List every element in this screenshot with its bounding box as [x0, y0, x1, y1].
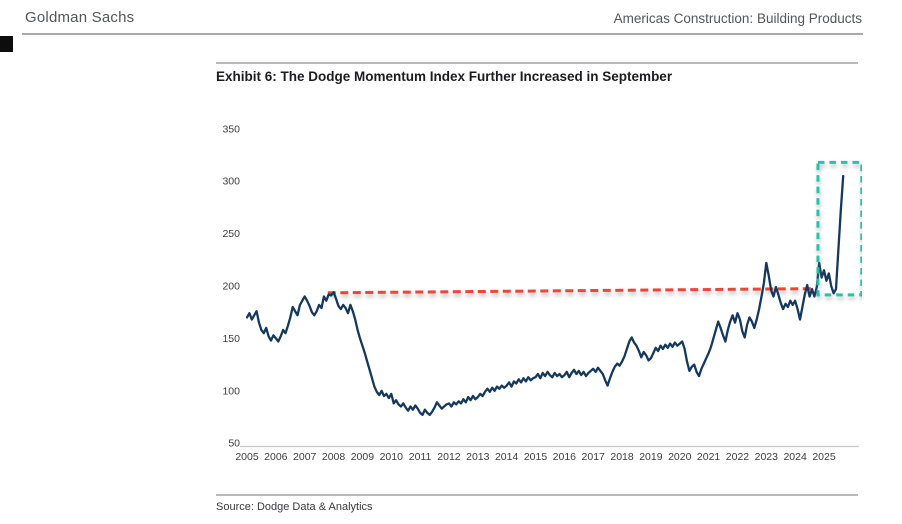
- x-tick-label: 2017: [582, 451, 606, 463]
- x-tick-label: 2010: [380, 451, 404, 463]
- left-edge-artifact: [0, 36, 13, 52]
- x-tick-label: 2013: [466, 451, 490, 463]
- y-tick-label: 350: [222, 123, 240, 135]
- x-tick-label: 2020: [668, 451, 692, 463]
- x-tick-label: 2007: [293, 451, 317, 463]
- dmi-line-series: [245, 174, 845, 417]
- x-tick-label: 2005: [235, 451, 259, 463]
- x-tick-label: 2015: [524, 451, 548, 463]
- x-tick-label: 2019: [639, 451, 663, 463]
- x-tick-label: 2024: [783, 451, 807, 463]
- y-tick-label: 50: [228, 438, 240, 450]
- momentum-index-chart: 350 300 250 200 150 100 50 2005 2006 2007 2008 2009…: [216, 115, 864, 473]
- exhibit-top-rule: [216, 62, 858, 64]
- source-top-rule: [216, 494, 858, 496]
- x-tick-label: 2023: [755, 451, 779, 463]
- x-tick-label: 2012: [437, 451, 461, 463]
- header-divider: [22, 33, 863, 35]
- x-tick-label: 2014: [495, 451, 519, 463]
- document-title: Americas Construction: Building Products: [613, 11, 862, 26]
- peak-reference-dashed-line: [327, 287, 814, 295]
- x-tick-label: 2021: [697, 451, 721, 463]
- september-highlight-box: [816, 160, 864, 297]
- x-tick-label: 2018: [610, 451, 634, 463]
- y-tick-label: 300: [222, 176, 240, 188]
- source-note: Source: Dodge Data & Analytics: [216, 501, 373, 513]
- exhibit-title: Exhibit 6: The Dodge Momentum Index Furt…: [216, 69, 673, 84]
- x-tick-label: 2025: [812, 451, 836, 463]
- x-tick-label: 2022: [726, 451, 750, 463]
- x-tick-label: 2016: [553, 451, 577, 463]
- x-tick-label: 2011: [409, 451, 432, 463]
- y-tick-label: 200: [222, 281, 240, 293]
- x-tick-label: 2009: [351, 451, 375, 463]
- x-tick-label: 2008: [322, 451, 346, 463]
- brand-wordmark: Goldman Sachs: [25, 9, 135, 26]
- x-tick-label: 2006: [264, 451, 288, 463]
- y-tick-label: 100: [222, 385, 240, 397]
- y-tick-label: 250: [222, 228, 240, 240]
- y-tick-label: 150: [222, 333, 240, 345]
